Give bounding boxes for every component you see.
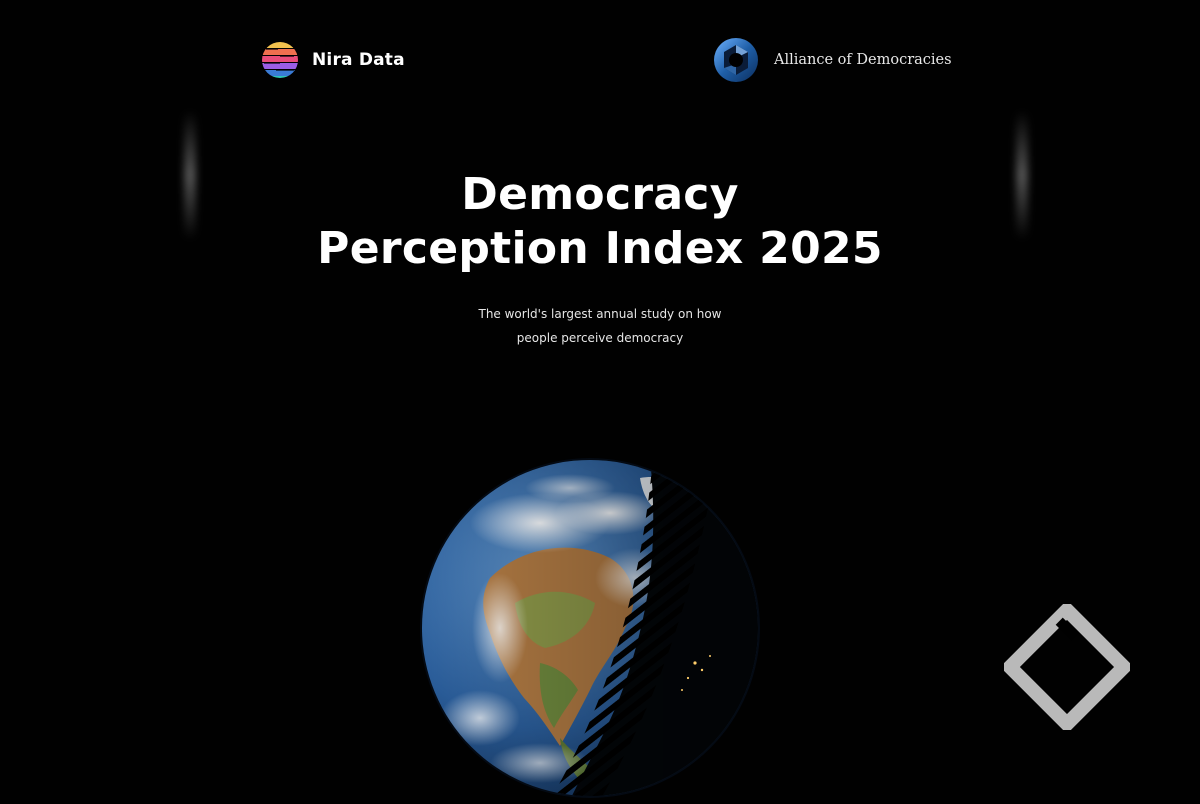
nira-data-logo-icon [262,42,298,78]
page-subtitle: The world's largest annual study on how … [0,302,1200,350]
subtitle-line-1: The world's largest annual study on how [478,307,722,321]
alliance-of-democracies-logo-icon [714,38,758,82]
right-edge-glow [1016,110,1028,240]
subtitle-line-2: people perceive democracy [516,331,684,345]
title-line-2: Perception Index 2025 [317,223,883,274]
earth-illustration [420,428,760,800]
nira-data-brand: Nira Data [260,40,405,80]
alliance-of-democracies-brand: Alliance of Democracies [712,36,952,84]
nira-data-label: Nira Data [312,50,405,70]
earth-globe-day-night-icon [420,458,760,798]
page-title: Democracy Perception Index 2025 [0,168,1200,276]
diamond-watermark-icon [1004,604,1130,730]
alliance-of-democracies-label: Alliance of Democracies [774,52,952,68]
title-line-1: Democracy [461,169,739,220]
left-edge-glow [184,110,196,240]
